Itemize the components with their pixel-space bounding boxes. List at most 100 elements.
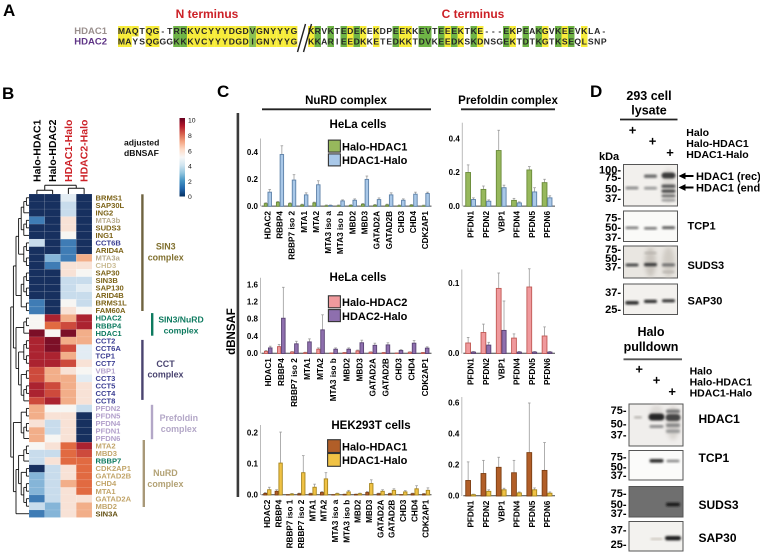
- svg-text:Y: Y: [222, 37, 228, 47]
- svg-text:N: N: [484, 37, 490, 47]
- svg-text:25-: 25-: [605, 304, 621, 316]
- svg-text:Prefoldin complex: Prefoldin complex: [458, 95, 558, 107]
- svg-text:T: T: [140, 26, 146, 36]
- svg-text:Y: Y: [277, 37, 283, 47]
- svg-text:complex: complex: [147, 370, 183, 380]
- svg-text:MTA3 iso a: MTA3 iso a: [331, 499, 340, 542]
- svg-text:0.4: 0.4: [247, 332, 259, 341]
- svg-text:0.2: 0.2: [449, 168, 461, 177]
- svg-text:+: +: [629, 123, 637, 138]
- svg-text:T: T: [432, 26, 438, 36]
- svg-text:E: E: [477, 26, 483, 36]
- svg-text:P: P: [601, 37, 607, 47]
- svg-text:T: T: [380, 37, 386, 47]
- svg-text:CDK2AP1: CDK2AP1: [422, 499, 431, 538]
- svg-text:75-: 75-: [605, 172, 621, 184]
- svg-text:SAP30: SAP30: [688, 296, 723, 308]
- svg-text:E: E: [562, 26, 568, 36]
- svg-text:G: G: [235, 37, 242, 47]
- svg-text:V: V: [194, 37, 200, 47]
- svg-text:Halo: Halo: [637, 325, 664, 339]
- svg-text:MTA2: MTA2: [316, 358, 325, 380]
- svg-text:K: K: [328, 26, 335, 36]
- svg-text:T: T: [167, 26, 173, 36]
- svg-text:25-: 25-: [611, 539, 627, 551]
- svg-text:MTA3 iso b: MTA3 iso b: [329, 358, 338, 401]
- svg-text:A: A: [529, 26, 535, 36]
- svg-text:PFDN1: PFDN1: [467, 500, 476, 527]
- svg-text:HDAC2: HDAC2: [263, 211, 272, 240]
- svg-text:Y: Y: [270, 26, 276, 36]
- svg-text:N: N: [263, 26, 269, 36]
- svg-text:SIN3: SIN3: [156, 242, 176, 252]
- svg-text:PFDN2: PFDN2: [482, 500, 491, 527]
- svg-text:0.8: 0.8: [247, 315, 259, 324]
- svg-text:D: D: [393, 37, 399, 47]
- svg-text:0.0: 0.0: [247, 491, 259, 500]
- svg-text:0.0: 0.0: [449, 202, 461, 211]
- svg-text:V: V: [425, 26, 431, 36]
- svg-text:N: N: [594, 37, 600, 47]
- svg-text:PFDN6: PFDN6: [543, 211, 552, 238]
- svg-text:PFDN6: PFDN6: [543, 500, 552, 527]
- svg-text:MBD3: MBD3: [365, 499, 374, 523]
- svg-text:I: I: [336, 37, 338, 47]
- svg-text:0.4: 0.4: [247, 148, 259, 157]
- svg-text:PFDN1: PFDN1: [467, 358, 476, 385]
- svg-text:D: D: [419, 37, 425, 47]
- svg-text:E: E: [393, 26, 399, 36]
- svg-text:Y: Y: [215, 26, 221, 36]
- svg-text:C: C: [201, 37, 207, 47]
- svg-text:C terminus: C terminus: [442, 7, 505, 21]
- svg-text:V: V: [425, 37, 431, 47]
- svg-text:37-: 37-: [605, 193, 621, 205]
- svg-text:L: L: [582, 37, 587, 47]
- svg-text:0.0: 0.0: [247, 349, 259, 358]
- svg-text:D: D: [229, 26, 235, 36]
- svg-text:lysate: lysate: [631, 104, 666, 118]
- svg-text:PFDN5: PFDN5: [528, 500, 537, 527]
- svg-text:CDK2AP1: CDK2AP1: [421, 211, 430, 250]
- svg-text:R: R: [328, 37, 335, 47]
- svg-text:RBBP7 iso 2: RBBP7 iso 2: [297, 499, 306, 548]
- svg-text:V: V: [321, 26, 327, 36]
- svg-text:V: V: [194, 26, 200, 36]
- svg-text:K: K: [187, 37, 194, 47]
- svg-text:CHD4: CHD4: [408, 358, 417, 381]
- svg-text:P: P: [386, 26, 392, 36]
- svg-text:complex: complex: [147, 479, 183, 489]
- svg-text:E: E: [438, 26, 444, 36]
- svg-text:PFDN2: PFDN2: [482, 211, 491, 238]
- svg-text:D: D: [590, 82, 602, 101]
- svg-text:pulldown: pulldown: [624, 340, 679, 354]
- svg-text:MTA2: MTA2: [312, 211, 321, 233]
- svg-text:PFDN4: PFDN4: [513, 358, 522, 385]
- svg-text:37-: 37-: [611, 429, 627, 441]
- svg-text:MBD3: MBD3: [361, 211, 370, 235]
- svg-text:+: +: [668, 384, 676, 399]
- svg-text:A: A: [594, 26, 600, 36]
- svg-text:PFDN2: PFDN2: [482, 358, 491, 385]
- svg-text:E: E: [568, 26, 574, 36]
- svg-text:2: 2: [188, 179, 192, 186]
- svg-text:E: E: [523, 26, 529, 36]
- svg-text:HEK293T cells: HEK293T cells: [331, 420, 410, 432]
- svg-text:HDAC2-Halo: HDAC2-Halo: [79, 120, 91, 182]
- svg-text:E: E: [503, 37, 509, 47]
- svg-text:SIN3/NuRD: SIN3/NuRD: [158, 315, 203, 325]
- svg-text:E: E: [373, 37, 379, 47]
- svg-text:GATAD2A: GATAD2A: [376, 500, 385, 538]
- svg-text:C: C: [217, 82, 229, 101]
- svg-text:MTA1: MTA1: [300, 211, 309, 233]
- svg-text:S: S: [464, 37, 470, 47]
- svg-text:37-: 37-: [605, 287, 621, 299]
- svg-text:adjusted: adjusted: [124, 138, 159, 148]
- svg-text:MBD2: MBD2: [348, 211, 357, 235]
- svg-text:S: S: [588, 37, 594, 47]
- svg-text:G: G: [235, 26, 242, 36]
- svg-text:HDAC1: HDAC1: [264, 358, 273, 387]
- svg-text:D: D: [354, 37, 360, 47]
- svg-text:RBBP7 iso 2: RBBP7 iso 2: [288, 211, 297, 260]
- svg-text:M: M: [118, 26, 125, 36]
- svg-text:complex: complex: [148, 252, 184, 262]
